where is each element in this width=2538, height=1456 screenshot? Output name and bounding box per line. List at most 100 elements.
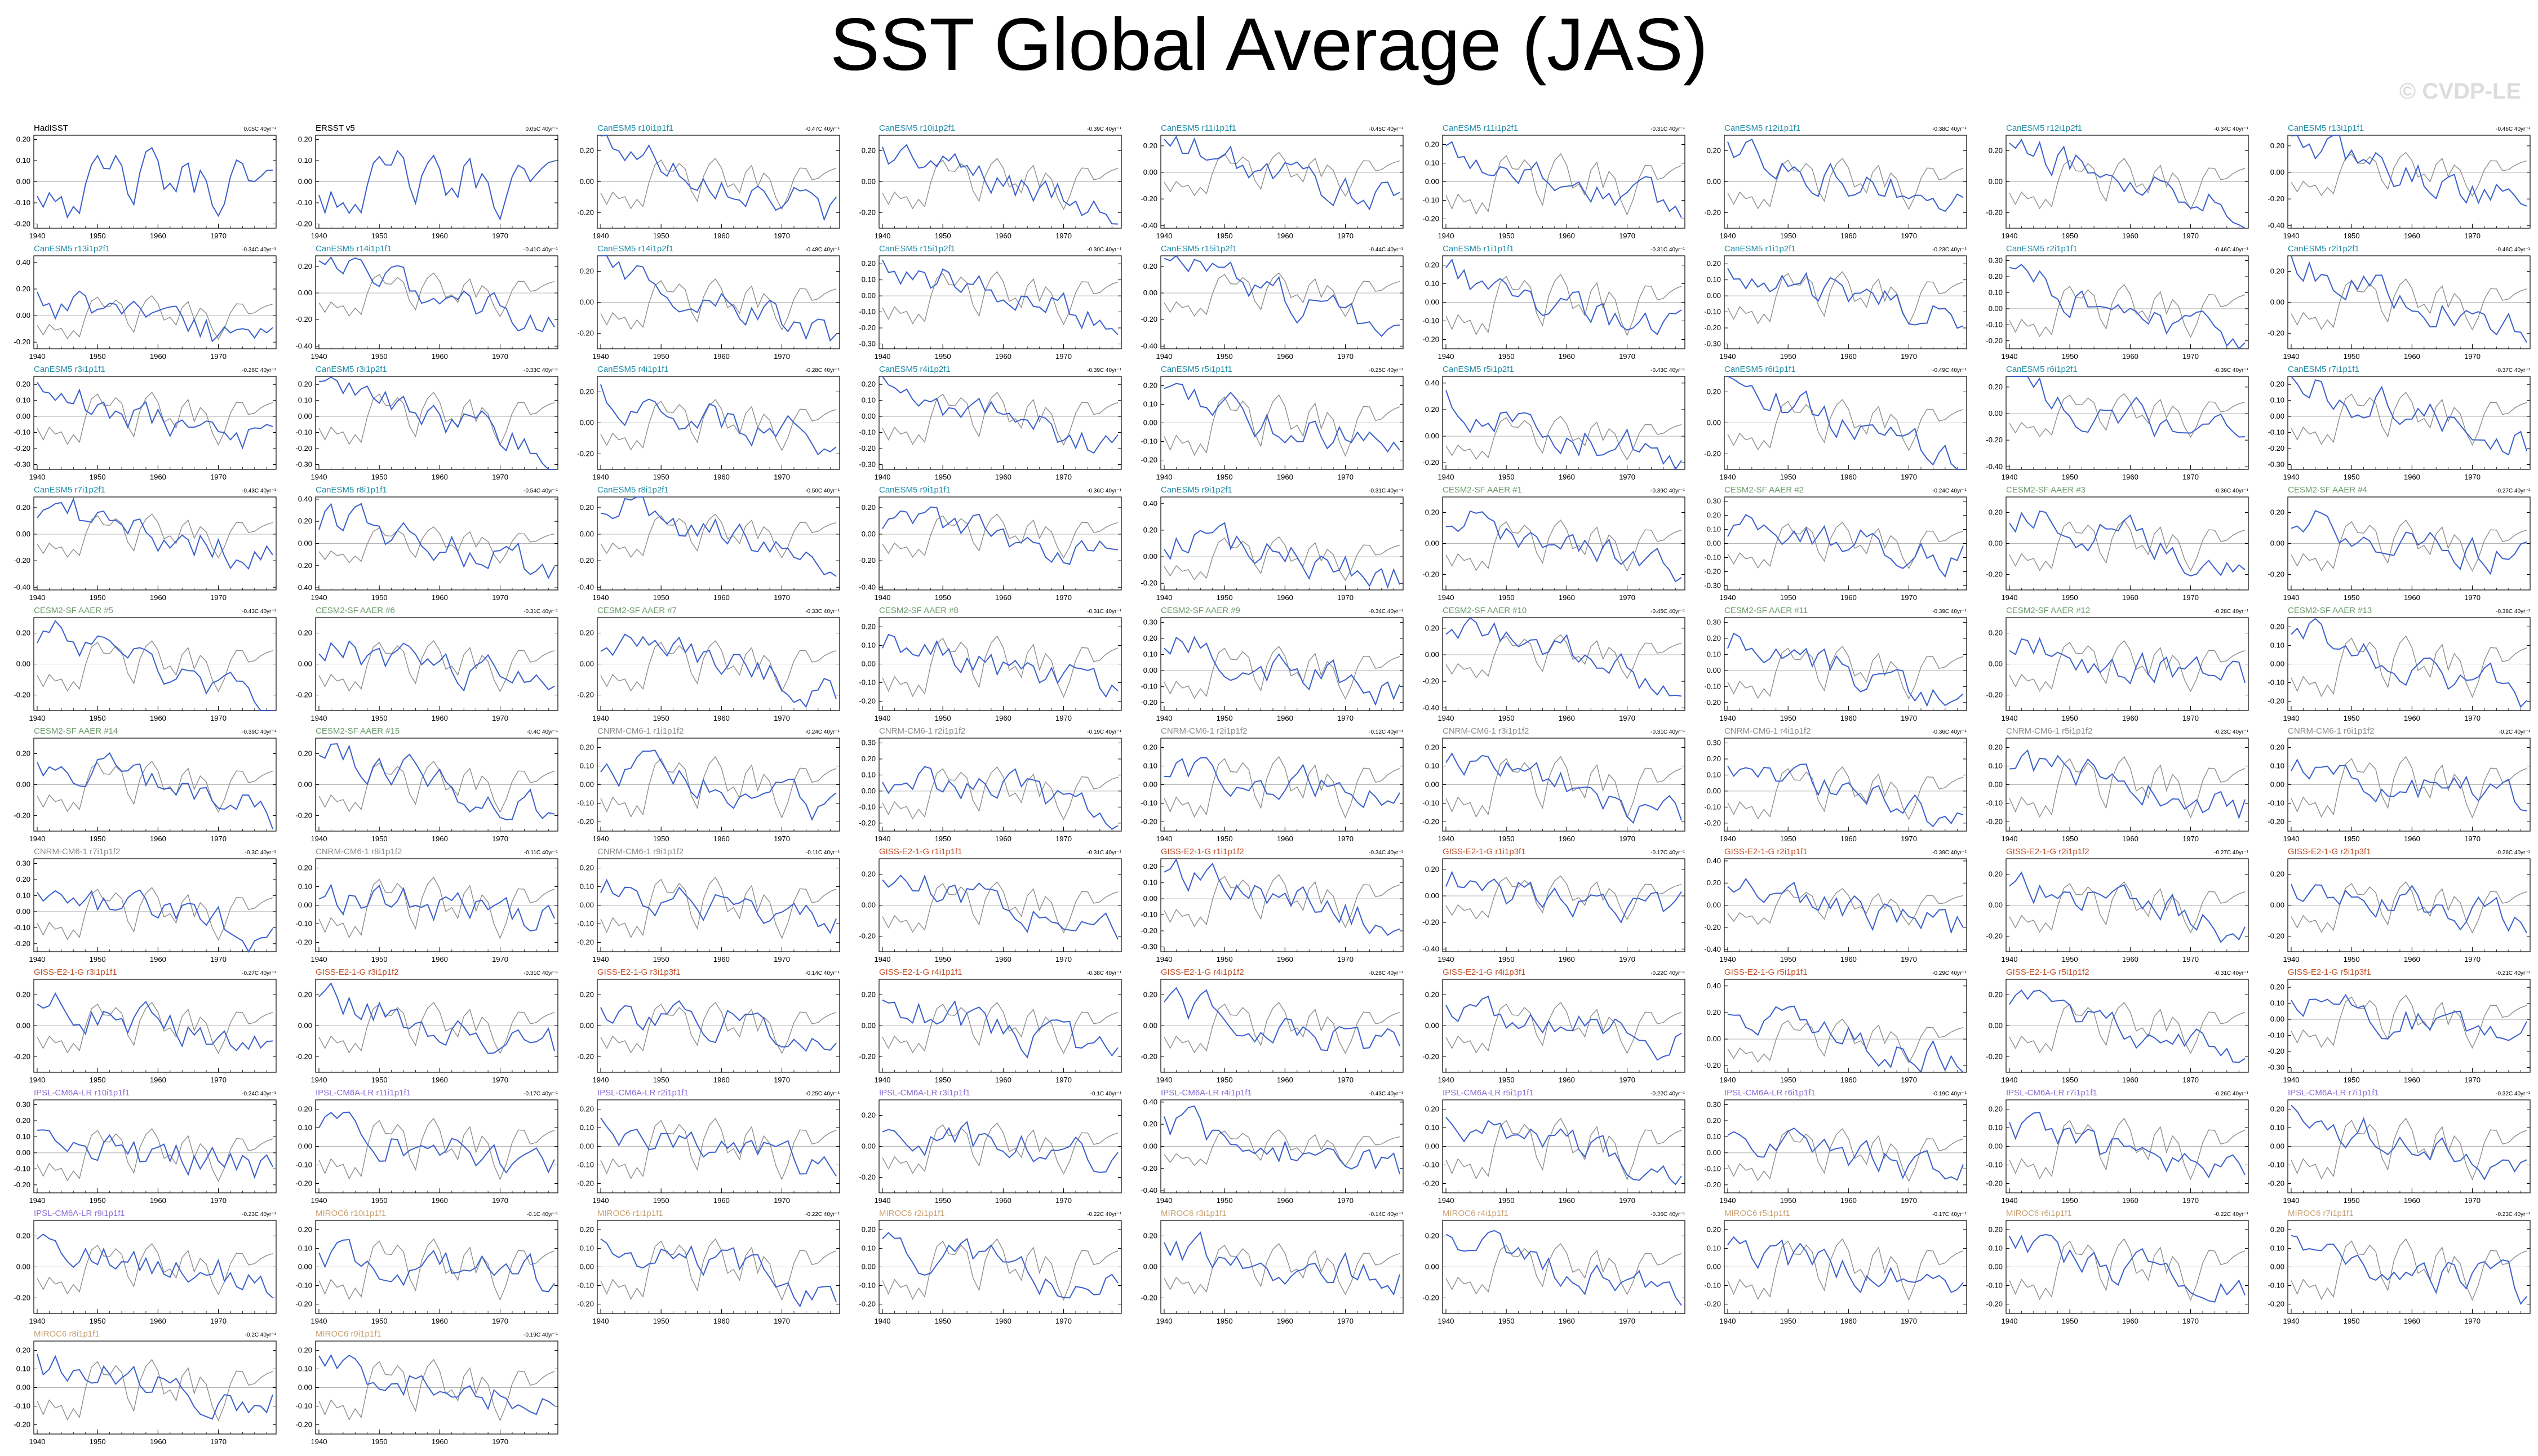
plot-frame <box>1724 979 1967 1073</box>
series-line <box>2009 1112 2246 1179</box>
y-tick-label: 0.10 <box>1425 279 1439 288</box>
x-tick-label: 1950 <box>653 1076 669 1084</box>
y-tick-label: 0.20 <box>2270 870 2284 878</box>
x-tick-label: 1940 <box>2283 1317 2300 1325</box>
panel: CNRM-CM6-1 r9i1p1f2 -0.11C 40yr⁻¹ 0.20 0.10… <box>577 847 840 964</box>
plot-frame <box>1724 617 1967 711</box>
trend-label: -0.12C 40yr⁻¹ <box>1369 729 1404 735</box>
y-tick-label: -0.30 <box>295 460 312 468</box>
y-tick-label: -0.20 <box>14 691 30 699</box>
panel: CanESM5 r12i1p2f1 -0.34C 40yr⁻¹ 0.20 0.00 -0… <box>1986 123 2248 240</box>
reference-series-line <box>1727 888 1964 926</box>
reference-series-line <box>318 392 555 446</box>
x-tick-label: 1950 <box>1217 714 1233 722</box>
y-tick-label: 0.20 <box>2270 141 2284 150</box>
x-tick-label: 1940 <box>311 834 327 843</box>
x-tick-label: 1950 <box>1498 1076 1515 1084</box>
x-tick-label: 1950 <box>90 1196 106 1205</box>
x-tick-label: 1960 <box>995 473 1011 481</box>
panel-title: GISS-E2-1-G r5i1p1f1 <box>1724 967 1808 977</box>
x-tick-label: 1970 <box>774 955 790 964</box>
plot-frame <box>878 496 1122 591</box>
panel-title: GISS-E2-1-G r1i1p1f2 <box>1161 847 1244 856</box>
x-tick-label: 1970 <box>774 714 790 722</box>
y-tick-label: -0.10 <box>295 1161 312 1169</box>
x-tick-label: 1950 <box>2062 232 2078 240</box>
y-tick-label: 0.20 <box>1425 1232 1439 1240</box>
y-tick-label: -0.20 <box>859 1300 876 1308</box>
x-tick-label: 1970 <box>210 1317 227 1325</box>
series-line <box>882 1232 1119 1299</box>
y-tick-label: 0.10 <box>16 396 30 405</box>
series-line <box>1445 1117 1682 1186</box>
panel: CESM2-SF AAER #9 -0.34C 40yr⁻¹ 0.30 0.20 0.1… <box>1141 606 1403 722</box>
x-tick-label: 1960 <box>1840 1076 1857 1084</box>
panel: CNRM-CM6-1 r2i1p1f2 -0.19C 40yr⁻¹ 0.30 0.20… <box>859 726 1121 843</box>
y-tick-label: 0.00 <box>298 1142 312 1151</box>
panel-title: CNRM-CM6-1 r3i1p1f2 <box>1443 726 1529 736</box>
series-line <box>1164 522 1400 589</box>
panel-title: CNRM-CM6-1 r1i1p1f2 <box>597 726 684 736</box>
series-line <box>1727 138 1964 212</box>
series-line <box>1164 636 1400 706</box>
y-tick-label: -0.10 <box>859 428 876 437</box>
x-tick-label: 1950 <box>653 834 669 843</box>
x-tick-label: 1960 <box>713 1076 730 1084</box>
x-tick-label: 1970 <box>2464 473 2481 481</box>
y-tick-label: -0.20 <box>859 1053 876 1061</box>
y-tick-label: 0.00 <box>580 1263 594 1271</box>
panel: CESM2-SF AAER #6 -0.31C 40yr⁻¹ 0.20 0.00 -0.… <box>295 606 558 722</box>
reference-series-line <box>2291 881 2527 934</box>
trend-label: -0.39C 40yr⁻¹ <box>1932 850 1967 856</box>
x-tick-label: 1950 <box>653 955 669 964</box>
x-tick-label: 1950 <box>90 1437 106 1446</box>
trend-label: -0.22C 40yr⁻¹ <box>2214 1211 2249 1218</box>
trend-label: -0.22C 40yr⁻¹ <box>1087 1211 1122 1218</box>
series-line <box>37 1233 273 1299</box>
y-tick-label: 0.20 <box>580 1105 594 1113</box>
y-tick-label: -0.10 <box>2268 799 2284 807</box>
panel-title: CESM2-SF AAER #14 <box>34 726 118 736</box>
trend-label: 0.05C 40yr⁻¹ <box>525 126 558 132</box>
y-tick-label: 0.00 <box>580 780 594 789</box>
series-line <box>600 749 837 822</box>
panel: CanESM5 r10i1p1f1 -0.47C 40yr⁻¹ 0.20 0.00 -0… <box>577 123 840 240</box>
x-tick-label: 1950 <box>653 714 669 722</box>
y-tick-label: -0.20 <box>1141 926 1157 935</box>
x-tick-label: 1960 <box>995 1317 1011 1325</box>
x-tick-label: 1960 <box>432 593 448 602</box>
series-line <box>37 620 273 711</box>
x-tick-label: 1960 <box>713 473 730 481</box>
panel: CanESM5 r5i1p2f1 -0.43C 40yr⁻¹ 0.40 0.20 0.0… <box>1422 365 1685 481</box>
x-tick-label: 1970 <box>1055 1076 1072 1084</box>
x-tick-label: 1970 <box>492 1317 508 1325</box>
y-tick-label: 0.10 <box>862 1244 876 1253</box>
y-tick-label: 0.20 <box>1425 743 1439 752</box>
x-tick-label: 1940 <box>311 473 327 481</box>
trend-label: -0.2C 40yr⁻¹ <box>245 1332 277 1338</box>
y-tick-label: -0.10 <box>1704 1164 1721 1173</box>
x-tick-label: 1970 <box>2182 714 2199 722</box>
y-tick-label: 0.00 <box>298 539 312 548</box>
series-line <box>37 752 273 829</box>
y-tick-label: 0.20 <box>298 991 312 999</box>
reference-series-line <box>37 1002 273 1054</box>
x-tick-label: 1950 <box>371 1076 388 1084</box>
y-tick-label: -0.20 <box>1704 1300 1721 1308</box>
y-tick-label: 0.00 <box>1425 1142 1439 1151</box>
y-tick-label: -0.20 <box>859 323 876 332</box>
y-tick-label: -0.40 <box>1704 945 1721 953</box>
x-tick-label: 1950 <box>2062 352 2078 361</box>
x-tick-label: 1940 <box>1720 955 1736 964</box>
trend-label: -0.33C 40yr⁻¹ <box>523 367 558 374</box>
x-tick-label: 1950 <box>2344 1076 2360 1084</box>
reference-series-line <box>2291 995 2527 1049</box>
x-tick-label: 1970 <box>492 352 508 361</box>
panel: CanESM5 r4i1p1f1 -0.28C 40yr⁻¹ 0.20 0.00 -0.… <box>577 365 840 481</box>
x-tick-label: 1950 <box>2062 834 2078 843</box>
x-tick-label: 1960 <box>1559 834 1575 843</box>
x-tick-label: 1960 <box>1840 232 1857 240</box>
y-tick-label: -0.20 <box>14 811 30 820</box>
y-tick-label: 0.20 <box>1143 991 1157 999</box>
plot-frame <box>1160 255 1404 349</box>
